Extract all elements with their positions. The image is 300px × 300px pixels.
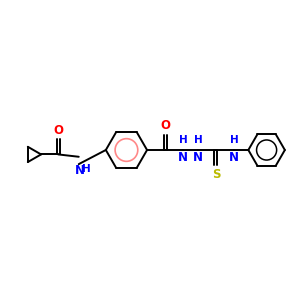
Text: S: S xyxy=(212,168,220,181)
Text: H: H xyxy=(82,164,91,174)
Text: N: N xyxy=(193,151,203,164)
Text: H: H xyxy=(178,135,188,145)
Text: N: N xyxy=(229,151,239,164)
Text: O: O xyxy=(160,119,170,132)
Text: N: N xyxy=(75,164,85,177)
Text: N: N xyxy=(178,151,188,164)
Text: H: H xyxy=(230,135,239,145)
Text: H: H xyxy=(194,135,203,145)
Text: O: O xyxy=(53,124,63,137)
